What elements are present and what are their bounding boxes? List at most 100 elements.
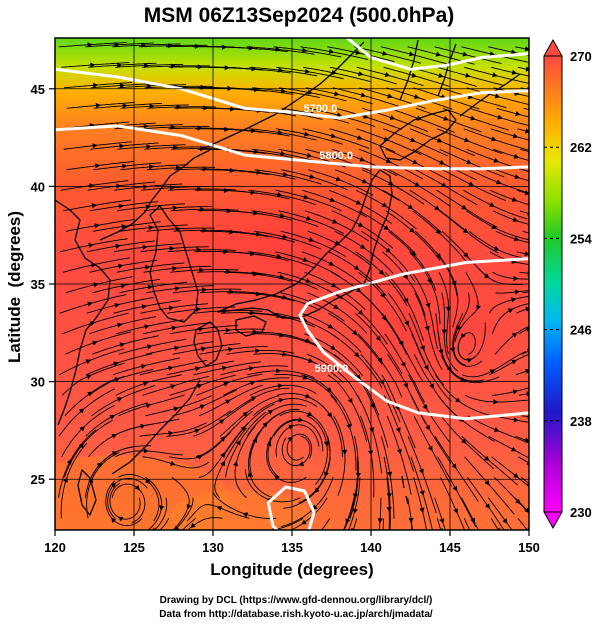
streamline-arrow <box>424 325 430 332</box>
streamline-arrow <box>306 152 313 158</box>
y-tick-label: 40 <box>31 179 45 194</box>
streamline-arrow <box>377 518 383 524</box>
streamline-arrow <box>280 150 286 156</box>
streamline-arrow <box>395 427 401 433</box>
streamline-arrow <box>329 197 336 202</box>
streamline <box>518 393 529 396</box>
streamline-arrow <box>220 460 225 467</box>
streamline-arrow <box>78 443 84 449</box>
streamline-arrow <box>298 461 304 467</box>
streamline-arrow <box>360 92 367 98</box>
streamline-arrow <box>111 517 117 523</box>
y-tick-label: 25 <box>31 472 45 487</box>
streamline-arrow <box>513 236 520 242</box>
streamline-arrow <box>197 64 203 70</box>
streamline-arrow <box>333 154 339 160</box>
streamline-arrow <box>225 327 231 333</box>
streamline-arrow <box>380 292 386 298</box>
streamline-arrow <box>194 428 200 434</box>
streamline <box>463 518 471 530</box>
streamline <box>382 518 385 530</box>
coastline-shikoku <box>235 315 267 337</box>
streamline-arrow <box>462 51 468 57</box>
colorbar-top-arrow <box>543 38 563 57</box>
streamline-arrow <box>491 136 497 142</box>
streamline-arrow <box>493 399 499 405</box>
streamline-arrow <box>494 93 501 99</box>
streamline-arrow <box>308 237 315 242</box>
streamline-arrow <box>305 278 311 283</box>
streamline-arrow <box>201 346 207 352</box>
streamlines <box>58 41 529 530</box>
streamline-arrow <box>438 349 444 355</box>
streamline-arrow <box>378 269 385 275</box>
streamline-arrow <box>88 242 94 248</box>
streamline-arrow <box>484 455 490 461</box>
streamline-arrow <box>116 397 123 402</box>
streamline-arrow <box>492 72 498 78</box>
streamline-arrow <box>78 408 85 414</box>
coastline-honshu <box>217 169 393 319</box>
streamline-arrow <box>368 450 374 456</box>
streamline-arrow <box>305 338 311 343</box>
streamline-arrow <box>429 383 434 389</box>
streamline <box>523 107 529 111</box>
colorbar-tick-label: 254 <box>570 231 592 246</box>
streamline-arrow <box>461 204 467 210</box>
streamline-arrow <box>334 91 340 97</box>
streamline-arrow <box>502 518 508 524</box>
streamline-arrow <box>493 427 500 432</box>
streamline-arrow <box>195 366 201 372</box>
coastline-primorye <box>199 41 365 151</box>
streamline-arrow <box>332 218 338 224</box>
streamline-arrow <box>145 403 152 409</box>
height-contour <box>266 485 316 530</box>
streamline-arrow <box>336 112 343 118</box>
streamline-arrow <box>223 381 229 387</box>
streamline-arrow <box>225 399 231 405</box>
streamline-arrow <box>513 473 519 479</box>
streamline-arrow <box>288 424 294 430</box>
streamline-arrow <box>92 143 98 149</box>
streamline-arrow <box>279 212 286 218</box>
streamline-arrow <box>87 391 93 397</box>
streamline-arrow <box>174 345 180 351</box>
streamline-arrow <box>248 365 255 371</box>
streamline-arrow <box>524 46 529 52</box>
streamline-arrow <box>282 294 288 300</box>
colorbar-gradient <box>543 55 563 513</box>
streamline-arrow <box>220 436 226 442</box>
streamline-arrow <box>277 129 283 135</box>
streamline-arrow <box>240 425 246 432</box>
streamline <box>352 518 358 530</box>
streamline-arrow <box>145 264 151 270</box>
streamline-arrow <box>253 210 259 216</box>
streamline-arrow <box>250 396 257 402</box>
streamline-arrow <box>142 381 149 387</box>
streamline-arrow <box>89 183 95 189</box>
streamline-arrow <box>280 88 287 94</box>
streamline-arrow <box>512 133 519 139</box>
streamline-arrow <box>279 274 285 280</box>
streamline-arrow <box>438 72 444 78</box>
streamline-arrow <box>403 297 409 304</box>
streamline-arrow <box>176 165 182 171</box>
streamline-arrow <box>333 304 339 309</box>
streamline-arrow <box>491 224 497 230</box>
contour-label: 5900.0 <box>315 363 349 375</box>
streamline <box>522 291 529 294</box>
streamline-arrow <box>404 320 409 327</box>
streamline-arrow <box>122 103 128 109</box>
streamline-arrow <box>90 62 96 68</box>
streamline-arrow <box>493 246 500 251</box>
colorbar: 230 238 246 254 262 270 <box>543 38 592 530</box>
streamline <box>521 415 529 418</box>
streamline-arrow <box>302 47 308 53</box>
streamline <box>410 518 413 530</box>
streamline-arrow <box>174 286 181 292</box>
streamline-arrow <box>255 231 262 237</box>
streamline-arrow <box>355 374 361 380</box>
height-contour <box>55 67 529 120</box>
streamline-arrow <box>170 461 176 466</box>
streamline-arrow <box>255 291 261 297</box>
